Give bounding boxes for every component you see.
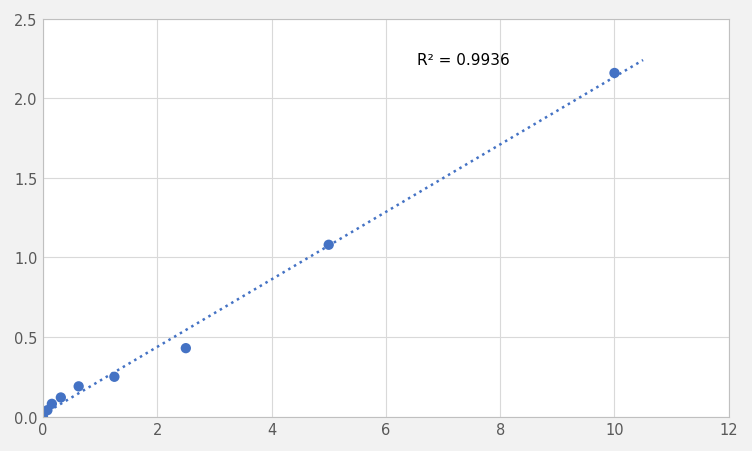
Point xyxy=(323,242,335,249)
Point xyxy=(608,70,620,78)
Point xyxy=(108,373,120,381)
Point xyxy=(73,383,85,390)
Text: R² = 0.9936: R² = 0.9936 xyxy=(417,52,510,68)
Point xyxy=(46,400,58,408)
Point xyxy=(55,394,67,401)
Point xyxy=(37,413,49,420)
Point xyxy=(41,407,53,414)
Point xyxy=(180,345,192,352)
